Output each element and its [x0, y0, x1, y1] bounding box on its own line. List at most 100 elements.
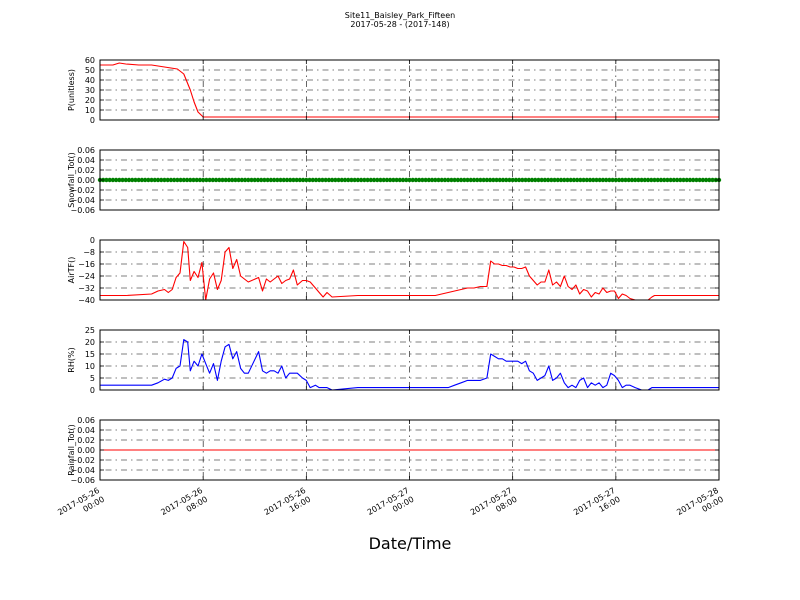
panel-2-point-85 [371, 177, 377, 183]
panel-2-point-173 [655, 177, 660, 183]
panel-2-point-14 [142, 177, 148, 183]
panel-2-point-169 [642, 177, 648, 183]
panel-2-point-171 [649, 177, 654, 183]
panel-2-point-123 [494, 177, 499, 183]
panel-2-point-49 [255, 177, 261, 183]
panel-2-point-190 [710, 177, 715, 183]
panel-2-point-34 [207, 177, 212, 183]
panel-3-ytick-label-3: −16 [78, 260, 95, 269]
panel-2-point-25 [178, 177, 183, 183]
panel-2-point-17 [152, 177, 158, 183]
panel-2-point-88 [381, 177, 386, 183]
panel-2-point-94 [400, 177, 406, 183]
panel-2-point-30 [194, 177, 199, 183]
panel-2-point-55 [275, 177, 280, 183]
panel-2-point-81 [358, 177, 364, 183]
panel-2-point-166 [632, 177, 638, 183]
panel-2-point-107 [442, 177, 448, 183]
panel-2-point-135 [533, 177, 538, 183]
panel-2-point-48 [252, 177, 257, 183]
panel-2-point-78 [349, 177, 354, 183]
panel-2-point-136 [536, 177, 541, 183]
panel-2-point-52 [265, 177, 270, 183]
panel-2-point-159 [610, 177, 615, 183]
panel-2-point-154 [594, 177, 599, 183]
panel-2-ytick-label-6: 0.06 [77, 146, 95, 155]
panel-4-ytick-label-4: 20 [85, 338, 95, 347]
panel-2-point-83 [365, 177, 370, 183]
panel-2-point-168 [639, 177, 644, 183]
panel-2-point-155 [597, 177, 602, 183]
panel-5-ytick-label-2: −0.02 [70, 456, 95, 465]
panel-2-point-61 [294, 177, 299, 183]
panel-2-point-71 [326, 177, 332, 183]
panel-2-point-189 [707, 177, 712, 183]
panel-2-point-148 [574, 177, 580, 183]
panel-2-point-12 [136, 177, 141, 183]
panel-2-point-64 [304, 177, 309, 183]
panel-2-point-47 [249, 177, 254, 183]
panel-4-ytick-label-3: 15 [85, 350, 95, 359]
panel-2-point-32 [200, 177, 206, 183]
panel-2-point-4 [110, 177, 116, 183]
panel-2-point-77 [346, 177, 351, 183]
panel-2-point-120 [484, 177, 490, 183]
panel-2-point-164 [626, 177, 631, 183]
panel-2-point-167 [636, 177, 641, 183]
panel-2-ylabel: Snowfall_Tot() [67, 152, 76, 208]
panel-2-point-67 [313, 177, 319, 183]
panel-2-point-69 [320, 177, 325, 183]
panel-2-point-53 [268, 177, 274, 183]
panel-2-point-23 [171, 177, 177, 183]
panel-2-point-66 [310, 177, 315, 183]
panel-3-ylabel: AirTF() [67, 257, 76, 284]
panel-2-point-150 [581, 177, 586, 183]
panel-2-point-21 [165, 177, 170, 183]
panel-2-point-5 [113, 177, 119, 183]
panel-2-point-91 [391, 177, 396, 183]
panel-2-point-97 [410, 177, 415, 183]
panel-2-point-103 [429, 177, 435, 183]
panel-2-point-175 [661, 177, 667, 183]
panel-4-ytick-label-5: 25 [85, 326, 95, 335]
panel-2-point-18 [155, 177, 161, 183]
panel-2-point-11 [133, 177, 138, 183]
panel-2-point-110 [452, 177, 457, 183]
panel-2-point-162 [620, 177, 625, 183]
panel-4-series-line [100, 339, 719, 391]
panel-5-ytick-label-3: 0.00 [77, 446, 95, 455]
panel-2-point-68 [317, 177, 322, 183]
panel-2-point-3 [107, 177, 112, 183]
panel-2-point-137 [539, 177, 544, 183]
panel-2-point-108 [445, 177, 451, 183]
panel-3-ytick-label-5: 0 [90, 236, 95, 245]
panel-2-point-96 [407, 177, 412, 183]
panel-5-ytick-label-0: −0.06 [70, 476, 95, 485]
panel-2-point-172 [652, 177, 657, 183]
panel-3-ytick-label-1: −32 [78, 284, 95, 293]
panel-2-point-22 [168, 177, 174, 183]
panel-2-point-101 [423, 177, 428, 183]
panel-2-point-93 [397, 177, 403, 183]
panel-2-point-129 [513, 177, 519, 183]
panel-2-point-186 [697, 177, 702, 183]
panel-3-ytick-label-4: −8 [83, 248, 95, 257]
panel-2-point-19 [159, 177, 164, 183]
panel-2-point-142 [555, 177, 561, 183]
panel-2-point-181 [681, 177, 686, 183]
panel-2-point-76 [342, 177, 348, 183]
panel-2-point-122 [491, 177, 496, 183]
panel-2-point-165 [629, 177, 635, 183]
panel-2-point-75 [339, 177, 344, 183]
panel-2-point-125 [500, 177, 506, 183]
panel-1-ytick-label-1: 10 [85, 106, 95, 115]
panel-2-point-180 [678, 177, 683, 183]
panel-2-point-58 [284, 177, 290, 183]
panel-2-point-118 [478, 177, 483, 183]
panel-1-ytick-label-2: 20 [85, 96, 95, 105]
x-tick-label-1: 2017-05-2608:00 [159, 486, 209, 526]
figure-title: Site11_Baisley_Park_Fifteen [344, 11, 456, 20]
panel-2-point-113 [462, 177, 467, 183]
panel-2-point-37 [217, 177, 222, 183]
